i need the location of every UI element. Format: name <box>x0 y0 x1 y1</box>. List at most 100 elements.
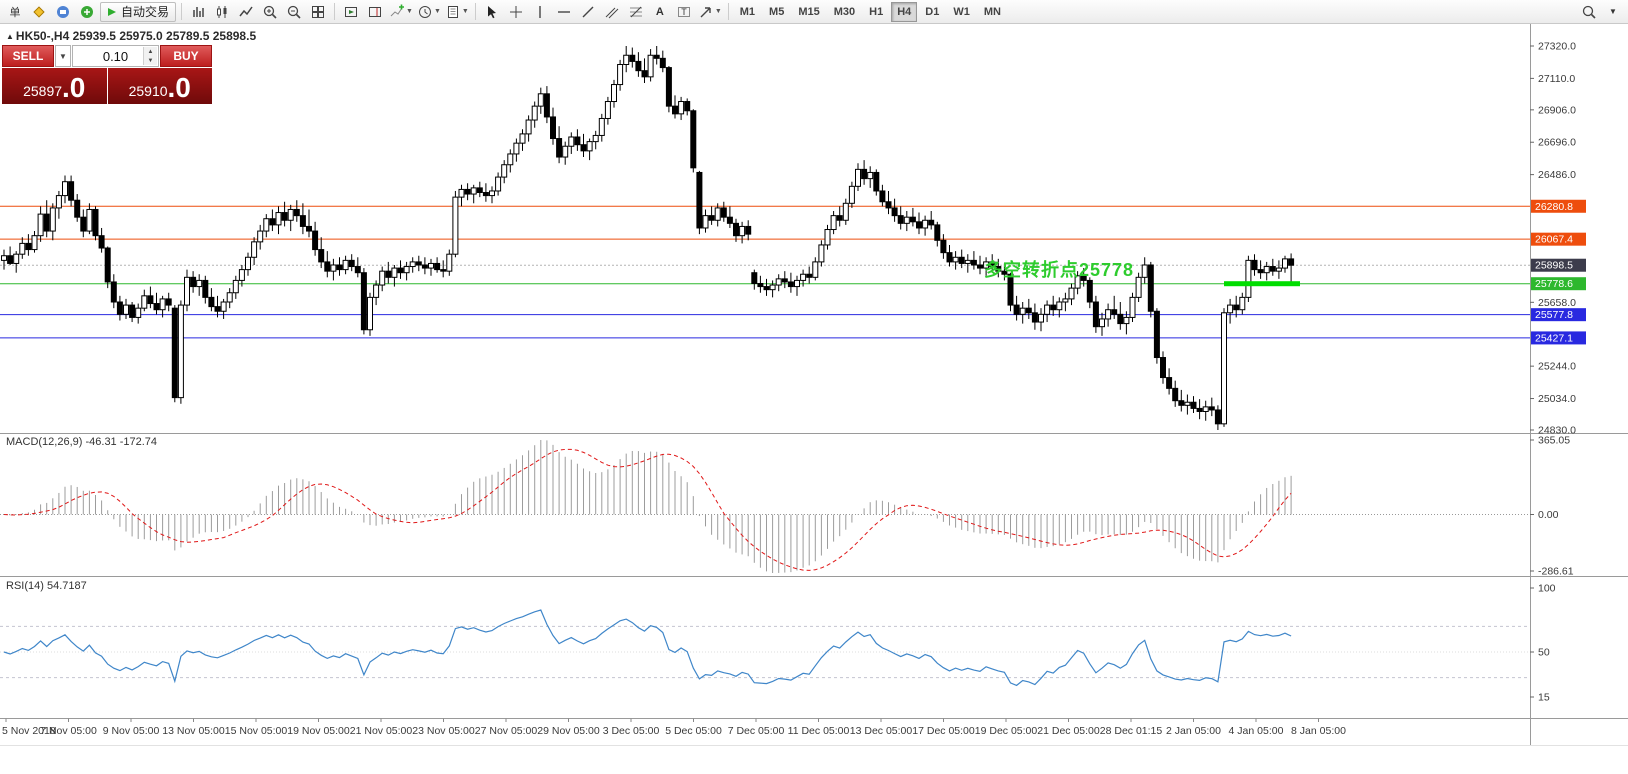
market-watch-icon[interactable] <box>76 1 98 23</box>
volume-spinner: ▲ ▼ <box>143 47 157 65</box>
candle-body <box>159 298 166 311</box>
candle-body <box>153 303 160 311</box>
timeframe-d1[interactable]: D1 <box>925 5 940 18</box>
buy-button[interactable]: BUY <box>160 45 212 67</box>
candle-body <box>306 225 312 232</box>
zoom-out-icon[interactable] <box>283 1 305 23</box>
text-icon[interactable]: A <box>655 5 664 18</box>
candle-body <box>403 266 410 274</box>
timeframe-m30[interactable]: M30 <box>833 5 856 18</box>
text-label-icon[interactable]: T <box>673 1 695 23</box>
candle-body <box>995 266 1002 272</box>
charts-icon[interactable] <box>52 1 74 23</box>
candle-body <box>1166 377 1173 389</box>
buy-price-display[interactable]: 25910.0 <box>107 68 212 104</box>
volume-dropdown-button[interactable]: ▼ <box>55 45 71 67</box>
periods-icon[interactable]: ▼ <box>416 1 442 23</box>
chart-title: ▲ HK50-,H4 25939.5 25975.0 25789.5 25898.… <box>6 29 257 43</box>
candle-body <box>43 213 50 232</box>
trendline-icon[interactable] <box>577 1 599 23</box>
candle-body <box>147 295 154 305</box>
candle-body <box>806 273 813 278</box>
candle-body <box>190 276 197 288</box>
candle-body <box>922 219 929 229</box>
chart-annotation-text[interactable]: 多空转折点25778 <box>984 260 1135 280</box>
volume-input[interactable]: 0.10 ▲ ▼ <box>72 45 159 67</box>
vertical-line-icon[interactable] <box>529 1 551 23</box>
timeframe-m1[interactable]: M1 <box>739 5 756 18</box>
candle-body <box>470 187 477 195</box>
auto-scroll-icon[interactable] <box>340 1 362 23</box>
menu-button[interactable]: 单 <box>9 6 21 19</box>
volume-up-button[interactable]: ▲ <box>144 47 157 56</box>
level-label: 26280.8 <box>1535 201 1573 213</box>
candle-body <box>720 207 727 218</box>
candle-body <box>708 215 715 221</box>
candle-body <box>428 262 434 269</box>
candle-body <box>226 292 233 303</box>
timeframe-mn[interactable]: MN <box>983 5 1001 18</box>
autotrading-button[interactable]: 自动交易 <box>100 1 177 22</box>
arrows-icon[interactable]: ▼ <box>697 1 723 23</box>
timeframe-h1[interactable]: H1 <box>869 5 884 18</box>
horizontal-line-icon[interactable] <box>553 1 575 23</box>
toolbar-overflow-chevron-icon[interactable]: ▼ <box>1609 7 1617 16</box>
candle-body <box>1111 309 1118 315</box>
candle-body <box>1141 264 1148 278</box>
candle-body <box>415 261 422 266</box>
tile-grid-icon[interactable] <box>307 1 329 23</box>
series-marker-icon: ▲ <box>6 32 14 41</box>
candle-body <box>1263 266 1270 274</box>
candle-body <box>653 54 660 59</box>
search-icon[interactable] <box>1578 1 1600 23</box>
level-box <box>1531 308 1586 322</box>
candle-body <box>397 267 404 274</box>
date-axis-label: 19 Nov 05:00 <box>287 725 350 737</box>
autotrading-label: 自动交易 <box>121 5 170 19</box>
timeframe-m15[interactable]: M15 <box>798 5 820 18</box>
timeframe-w1[interactable]: W1 <box>953 5 970 18</box>
candle-body <box>1221 312 1227 425</box>
zoom-in-icon[interactable] <box>259 1 281 23</box>
candle-body <box>1031 312 1038 323</box>
channel-icon[interactable] <box>601 1 623 23</box>
macd-label: MACD(12,26,9) -46.31 -172.74 <box>6 436 158 448</box>
candle-body <box>385 270 392 278</box>
candle-body <box>830 215 837 231</box>
candle-body <box>1275 267 1282 272</box>
candle-body <box>848 185 855 204</box>
candle-body <box>202 279 209 298</box>
candle-body <box>141 295 148 309</box>
candle-body <box>1184 401 1191 406</box>
date-axis-label: 27 Nov 05:00 <box>475 725 538 737</box>
line-chart-icon[interactable] <box>235 1 257 23</box>
candle-body <box>726 216 733 224</box>
rsi-axis-label: 15 <box>1538 692 1550 704</box>
sell-button[interactable]: SELL <box>2 45 54 67</box>
sell-price-display[interactable]: 25897.0 <box>2 68 107 104</box>
templates-icon[interactable]: ▼ <box>444 1 470 23</box>
timeframe-h4[interactable]: H4 <box>891 1 918 22</box>
candle-body <box>611 84 617 103</box>
candle-body <box>659 57 666 69</box>
crosshair-icon[interactable] <box>505 1 527 23</box>
candle-body <box>885 201 892 209</box>
candle-body <box>964 259 971 264</box>
candle-body <box>214 306 221 312</box>
highlight-trend-segment[interactable] <box>1224 281 1300 287</box>
chart-shift-icon[interactable] <box>364 1 386 23</box>
rsi-line <box>3 609 1292 687</box>
timeframe-m5[interactable]: M5 <box>769 5 785 18</box>
new-order-icon[interactable] <box>28 1 50 23</box>
candle-body <box>1129 296 1136 318</box>
cursor-icon[interactable] <box>481 1 503 23</box>
candlestick-icon[interactable] <box>211 1 233 23</box>
svg-text:T: T <box>681 7 687 17</box>
bar-chart-icon[interactable] <box>187 1 209 23</box>
fibonacci-icon[interactable] <box>625 1 647 23</box>
indicators-icon[interactable]: ▼ <box>388 1 414 23</box>
price-axis-label: 26696.0 <box>1538 137 1576 149</box>
volume-down-button[interactable]: ▼ <box>144 56 157 65</box>
